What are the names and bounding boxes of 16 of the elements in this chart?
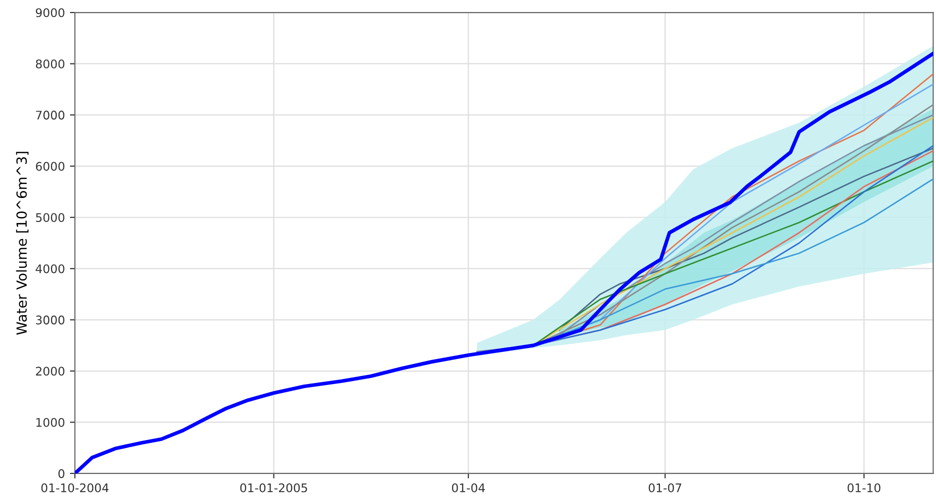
y-tick-label: 4000 bbox=[36, 264, 64, 274]
x-tick-label: 01-01-2005 bbox=[240, 483, 308, 492]
x-tick-label: 01-04 bbox=[452, 483, 485, 492]
y-tick-label: 7000 bbox=[36, 110, 64, 120]
x-tick-label: 01-07 bbox=[648, 483, 682, 492]
x-tick-label: 01-10-2004 bbox=[41, 483, 109, 492]
y-tick-label: 0 bbox=[58, 469, 64, 478]
y-tick-label: 3000 bbox=[36, 316, 64, 324]
y-tick-label: 9000 bbox=[36, 8, 64, 18]
y-tick-label: 1000 bbox=[36, 418, 64, 427]
y-axis-title: Water Volume [10^6m^3] bbox=[16, 152, 28, 335]
x-tick-label: 01-10 bbox=[848, 483, 880, 492]
y-tick-label: 6000 bbox=[36, 162, 64, 171]
y-tick-label: 2000 bbox=[36, 366, 64, 376]
y-tick-label: 8000 bbox=[36, 59, 64, 68]
y-tick-label: 5000 bbox=[36, 213, 64, 222]
